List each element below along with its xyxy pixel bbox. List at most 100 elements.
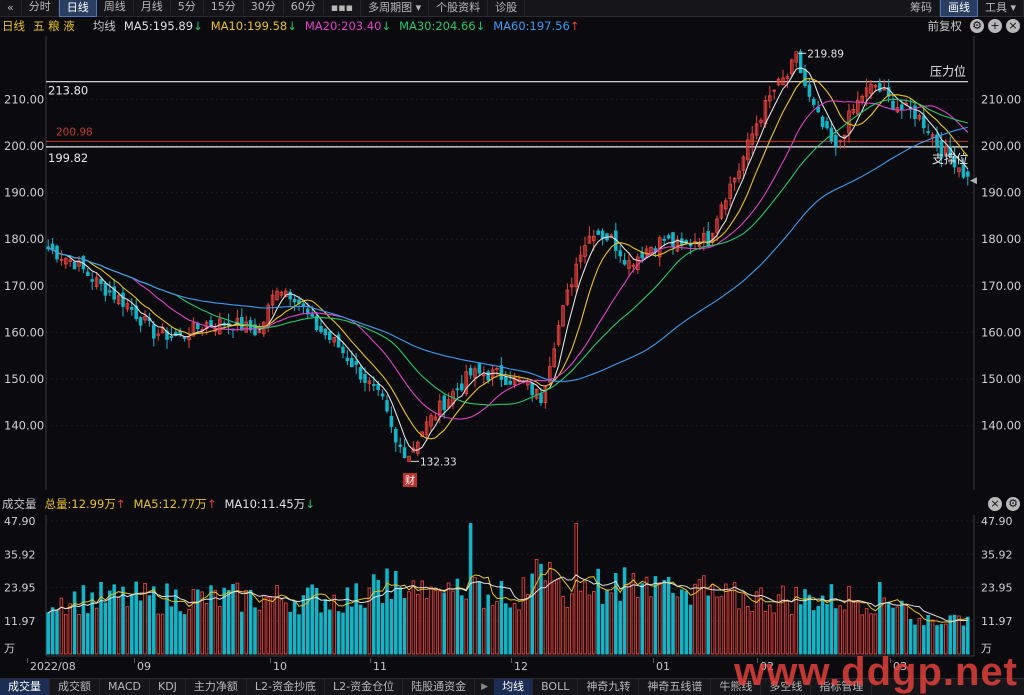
indicator-tab-13[interactable]: 多空线 [761, 679, 812, 695]
volume-bar [143, 582, 147, 655]
indicator-tab-10[interactable]: 神奇九转 [578, 679, 640, 695]
volume-bar [658, 582, 662, 655]
volume-bar [367, 587, 372, 655]
price-chart[interactable]: 140.00 140.00 150.00 150.00 160.00 160.00 170.… [0, 36, 1024, 494]
indicator-tab-12[interactable]: 牛熊线 [711, 679, 762, 695]
multi-period-dropdown[interactable]: 多周期图 ▾ [361, 0, 430, 16]
adjust-label[interactable]: 前复权 [927, 19, 963, 33]
volume-bar [596, 568, 600, 655]
candle-body [922, 115, 926, 129]
plus-icon[interactable]: + [988, 19, 1002, 33]
volume-bar [288, 611, 292, 655]
candle-body [152, 324, 156, 339]
tab-scroll-icon[interactable]: ▶ [481, 682, 489, 692]
gear-icon[interactable]: ⚙ [970, 19, 984, 33]
volume-bar [684, 590, 688, 655]
arrow-down-icon: ↓ [475, 19, 486, 33]
volume-bar [248, 589, 253, 655]
indicator-tab-1[interactable]: 成交额 [50, 679, 100, 695]
indicator-tab-3[interactable]: KDJ [150, 679, 186, 695]
tab-period-7[interactable]: 60分 [284, 0, 324, 15]
indicator-tab-14[interactable]: 指标管理 [811, 679, 873, 695]
stock-info-button[interactable]: 个股资料 [429, 0, 489, 16]
indicator-tab-5[interactable]: L2-资金抄底 [247, 679, 326, 695]
volume-bar [746, 606, 750, 655]
candle-body [812, 98, 816, 105]
nav-back-icon[interactable]: « [0, 0, 22, 16]
tab-period-4[interactable]: 5分 [171, 0, 204, 15]
volume-bar [112, 584, 116, 655]
ma-label-2: MA20:203.40 [305, 19, 382, 33]
date-tick: 03 [893, 659, 907, 673]
indicator-tab-4[interactable]: 主力净额 [186, 679, 247, 695]
indicator-tab-9[interactable]: BOLL [533, 679, 579, 695]
more-icon[interactable]: ▪▪▪ [324, 0, 362, 16]
volume-bar [693, 583, 697, 655]
candle-body [77, 260, 81, 267]
indicator-bar: 日线 五 粮 液 均线 MA5:195.89 ↓ MA10:199.58 ↓ MA20:… [0, 17, 1024, 35]
date-tick-mark [370, 658, 371, 663]
candle-body [508, 380, 512, 385]
indicator-tab-0[interactable]: 成交量 [0, 679, 50, 695]
indicator-tab-8[interactable]: 均线 [494, 679, 534, 695]
volume-chart[interactable]: 11.97 11.97 23.95 23.95 35.92 35.92 47.90 47.90… [0, 513, 1024, 658]
gear-icon[interactable]: ⚙ [1006, 497, 1020, 511]
candle-body [257, 330, 262, 334]
candle-body [288, 291, 292, 300]
indicator-tab-7[interactable]: 陆股通资金 [403, 679, 476, 695]
volume-bar [433, 588, 438, 655]
volume-ma-line [47, 574, 968, 622]
watermark: www.ddgp.net [734, 650, 1018, 694]
volume-tick-right: 23.95 [981, 582, 1013, 595]
volume-bar [402, 598, 407, 655]
volume-bar [196, 589, 200, 655]
close-icon[interactable]: × [1006, 19, 1020, 33]
volume-bar [838, 605, 842, 655]
ma10-line [48, 78, 969, 440]
volume-bar [543, 580, 548, 655]
event-badge[interactable]: 财 [405, 474, 415, 487]
ma30-line [48, 98, 968, 406]
volume-bar [878, 582, 882, 655]
tab-period-6[interactable]: 30分 [244, 0, 284, 15]
support-value: 199.82 [48, 151, 88, 165]
draw-line-button[interactable]: 画线 [939, 0, 978, 17]
tab-period-3[interactable]: 月线 [134, 0, 171, 15]
indicator-tab-6[interactable]: L2-资金仓位 [325, 679, 404, 695]
volume-bar [81, 585, 86, 655]
tab-period-5[interactable]: 15分 [204, 0, 244, 15]
volume-bar [380, 603, 385, 655]
candle-body [279, 291, 284, 296]
candle-body [495, 367, 499, 370]
volume-bar [350, 606, 354, 655]
tab-period-2[interactable]: 周线 [97, 0, 134, 15]
volume-bar [798, 604, 803, 655]
arrow-up-icon: ↑ [569, 19, 580, 33]
ma60-line [48, 126, 968, 382]
tools-dropdown[interactable]: 工具 ▾ [978, 0, 1024, 16]
close-icon[interactable]: × [988, 497, 1002, 511]
candle-body [820, 116, 825, 128]
candle-body [138, 317, 143, 326]
volume-bar [812, 610, 816, 655]
volume-tick-right: 11.97 [981, 615, 1013, 628]
indicator-tab-2[interactable]: MACD [100, 679, 150, 695]
chip-button[interactable]: 筹码 [903, 0, 940, 16]
candle-body [59, 258, 64, 261]
volume-bar [398, 587, 402, 655]
volume-bar [561, 595, 565, 655]
candle-body [350, 358, 354, 368]
tab-period-0[interactable]: 分时 [22, 0, 59, 15]
candle-body [750, 133, 754, 145]
volume-bar [103, 602, 108, 655]
volume-bar [913, 624, 917, 655]
volume-bar [719, 596, 724, 655]
candle-body [702, 233, 706, 242]
ma-value: MA10:199.58 [210, 19, 288, 33]
indicator-tab-11[interactable]: 神奇五线谱 [639, 679, 712, 695]
price-tick-left: 180.00 [4, 232, 44, 246]
volume-bar [688, 604, 693, 655]
tab-period-1[interactable]: 日线 [58, 0, 97, 17]
diagnose-button[interactable]: 诊股 [488, 0, 526, 16]
volume-bar [310, 584, 314, 655]
